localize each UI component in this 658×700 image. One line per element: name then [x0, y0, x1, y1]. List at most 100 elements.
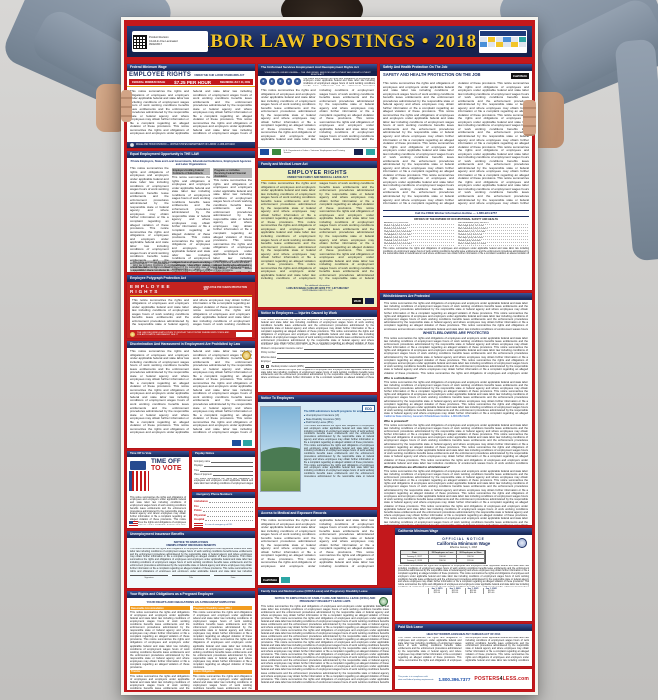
person-right-fingers — [523, 100, 536, 136]
section-federal-minimum-wage: Federal Minimum Wage EMPLOYEE RIGHTS UND… — [127, 64, 255, 148]
pregnant-subheader: Transfer — [130, 669, 190, 674]
emergency-label: Ambulance — [194, 500, 208, 503]
service-branch-icon: ★ — [268, 78, 275, 85]
edd-item: Unemployment Insurance (UI) — [304, 414, 374, 417]
brand-logo: POSTERS4LESS.com — [474, 676, 529, 682]
office-entry: Oakland (510) 622-2916 — [384, 240, 454, 243]
badge-cell — [518, 37, 526, 42]
edd-heading: The EDD administers benefit programs for… — [304, 410, 372, 413]
edd-body: EDD The EDD administers benefit programs… — [258, 402, 377, 507]
footer-info: This poster is in compliance with state … — [398, 676, 433, 681]
safety-hotline: Call the FREE Worker Information Hotline… — [383, 209, 529, 217]
fmw-banner-left: FEDERAL MINIMUM WAGE — [132, 80, 166, 84]
eeo-columns: This notice summarizes the rights and ob… — [130, 167, 253, 272]
schedule-year: Jan 1, 2019 — [431, 588, 443, 590]
text-block: This notice summarizes the rights and ob… — [261, 182, 374, 281]
fmla-logos: WHD — [351, 298, 374, 304]
table-header-row: Date 25 Employees or Less 26 Employees o… — [401, 551, 485, 555]
badge-cell — [518, 42, 526, 47]
revision-text: Product Revision CA All-In-One Laminated… — [149, 36, 178, 46]
office-entry: Ventura (805) 654-4581 — [458, 240, 528, 243]
section-title-bar: Access to Medical and Exposure Records — [258, 510, 377, 517]
cfra-heading: NOTICE TO EMPLOYEES OF FAMILY CARE AND M… — [274, 597, 376, 603]
offices-title: OFFICES OF THE DIVISION OF OCCUPATIONAL … — [413, 218, 499, 221]
vote-line1: TIME OFF — [151, 457, 181, 465]
section-medical-exposure-records: Access to Medical and Exposure Records T… — [258, 510, 377, 585]
divider — [261, 180, 374, 181]
whistleblower-question: Who is protected? — [384, 419, 409, 423]
office-entry: Fresno (559) 445-5302 — [384, 228, 454, 231]
table-header: Date — [401, 551, 429, 555]
dol-logo-icon — [259, 149, 269, 155]
office-entry: San Francisco (415) 972-8670 — [458, 228, 528, 231]
pregnant-columns: Reasonable Accommodation This notice sum… — [130, 605, 253, 690]
service-branch-icon: ★ — [277, 78, 284, 85]
form-row: Workers' compensation insurance carrier — [261, 347, 374, 350]
med-records-footer: Cal/OSHA — [261, 577, 291, 583]
pregnant-col-2: Pregnancy Disability Leave (PDL) This no… — [192, 605, 253, 690]
office-entry: Modesto (209) 545-7310 — [384, 237, 454, 240]
eeo-subheader-1: Employers Holding Federal Contracts or S… — [171, 168, 211, 175]
table-row: January 1, 2017 $10.00 $10.50 — [401, 555, 485, 559]
section-title-bar: The Uniformed Services Employment And Re… — [258, 64, 377, 71]
fmla-subtitle: UNDER THE FAMILY AND MEDICAL LEAVE ACT — [286, 176, 349, 179]
emergency-label: Police — [194, 509, 202, 512]
offices-table: Anaheim (714) 939-0145 San Bernardino (90… — [380, 222, 532, 246]
blank-line — [304, 365, 374, 368]
blank-line — [203, 464, 253, 467]
userra-icon-row: ★ ★ ★ ★ ★ This notice summarizes the rig… — [258, 76, 377, 87]
emergency-list: Ambulance Fire Police Physician Hospital… — [192, 498, 255, 529]
text-block: This notice summarizes the rights and ob… — [130, 167, 169, 272]
safety-header-row: SAFETY AND HEALTH PROTECTION ON THE JOB … — [380, 71, 532, 80]
text-block: This notice summarizes the rights and ob… — [132, 298, 250, 327]
blank-line — [199, 505, 253, 508]
blank-line — [277, 356, 374, 359]
table-cell: January 1, 2017 — [401, 555, 429, 559]
text-block: This notice summarizes the rights and ob… — [213, 179, 253, 272]
office-entry: Los Angeles (213) 576-7451 — [384, 234, 454, 237]
schedule-column: Jan 1, 2021 $13.00 $14.00 — [464, 588, 481, 594]
office-entry: West Covina (626) 472-0046 — [458, 243, 528, 246]
dol-seal-icon — [130, 331, 135, 337]
office-row: Los Angeles (213) 576-7451 Torrance (310)… — [380, 234, 532, 237]
office-entry: Foster City (650) 573-3812 — [384, 225, 454, 228]
edd-item: State Disability Insurance (SDI) — [304, 418, 374, 421]
section-title-bar: Notice to Employees — Injuries Caused by… — [258, 310, 377, 317]
field-label: Effective dates — [261, 356, 277, 359]
fmla-title: EMPLOYEE RIGHTS — [287, 170, 348, 176]
polygraph-footer-text: THE LAW REQUIRES EMPLOYERS TO DISPLAY TH… — [137, 332, 230, 336]
footer-info-line1: This poster is in compliance with — [398, 676, 428, 679]
section-whistleblowers-protected: Whistleblowers Are Protected This notice… — [380, 293, 532, 525]
schedule-column: Jan 1, 2019 $11.00 $12.00 — [428, 588, 444, 594]
office-row: Fresno (559) 445-5302 San Francisco (415)… — [380, 228, 532, 231]
text-block: This notice summarizes the rights and ob… — [192, 674, 253, 690]
text-block: This notice summarizes the rights and ob… — [384, 380, 528, 415]
pregnant-col-1: Reasonable Accommodation This notice sum… — [130, 605, 190, 690]
eeo-intro: Private Employers, State and Local Gover… — [130, 160, 252, 166]
california-seal-icon — [517, 538, 527, 548]
schedule-year: Jan 1, 2020 — [449, 588, 461, 590]
form-row: Effective dates — [261, 356, 374, 359]
blank-line — [207, 514, 253, 517]
whd-logo-icon — [130, 143, 134, 147]
section-discrimination-harassment: Discrimination And Harassment in Employm… — [127, 341, 255, 448]
table-header: 25 Employees or Less — [429, 551, 457, 555]
section-title-bar: Notice To Employees — [258, 395, 377, 402]
fmw-footer-text: WAGE AND HOUR DIVISION — UNITED STATES D… — [136, 144, 235, 146]
fmw-effective: BEGINNING JULY 24, 2009 — [219, 80, 250, 84]
section-title-bar: Family Care and Medical Leave (CFRA Leav… — [258, 588, 392, 595]
field-label: Workers' compensation insurance carrier — [261, 347, 303, 350]
brand-mid: 4 — [499, 676, 503, 682]
badge-cell — [511, 37, 519, 42]
field-label: Medical provider network (MPN) — [271, 365, 304, 368]
text-block: This notice summarizes the rights and ob… — [194, 477, 253, 485]
polygraph-title-row: EMPLOYEE RIGHTS EMPLOYEE POLYGRAPH PROTE… — [127, 282, 255, 294]
eeo-subheader-2: Programs or Activities Receiving Federal… — [213, 168, 253, 178]
calosha-logo-chip: Cal/OSHA — [261, 577, 280, 583]
text-block: This notice summarizes the rights and ob… — [398, 565, 529, 587]
badge-cell — [495, 42, 503, 47]
emergency-label: Hospital — [194, 518, 205, 521]
office-entry: Torrance (310) 516-3734 — [458, 234, 528, 237]
qr-code-icon — [133, 34, 147, 49]
userra-footer-text: U.S. Department of Labor • Veterans' Emp… — [283, 150, 345, 154]
